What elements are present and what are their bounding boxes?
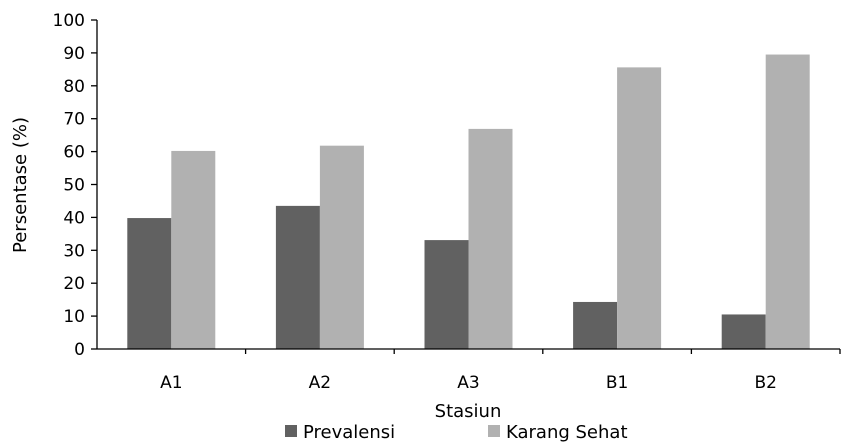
y-tick-label: 20 xyxy=(63,274,85,294)
y-tick-label: 80 xyxy=(63,77,85,97)
bars-layer xyxy=(127,54,810,350)
y-tick-label: 70 xyxy=(63,110,85,130)
x-category-label: B1 xyxy=(606,373,628,393)
legend-swatch-prevalensi xyxy=(285,425,297,437)
bar-karang-sehat-b2 xyxy=(765,54,810,350)
bar-karang-sehat-a3 xyxy=(468,128,513,349)
y-tick-label: 0 xyxy=(74,340,85,360)
legend-swatch-karang-sehat xyxy=(488,425,500,437)
bar-prevalensi-b2 xyxy=(721,314,766,349)
y-tick-label: 60 xyxy=(63,143,85,163)
legend-label-prevalensi: Prevalensi xyxy=(303,422,395,443)
bar-karang-sehat-a2 xyxy=(319,145,364,349)
y-tick-label: 50 xyxy=(63,176,85,196)
legend-label-karang-sehat: Karang Sehat xyxy=(506,422,628,443)
y-tick-label: 90 xyxy=(63,44,85,64)
x-category-label: A1 xyxy=(160,373,182,393)
y-tick-label: 10 xyxy=(63,307,85,327)
bar-karang-sehat-a1 xyxy=(171,150,216,349)
y-axis-title: Persentase (%) xyxy=(10,117,31,253)
x-axis-title: Stasiun xyxy=(435,401,502,422)
bar-prevalensi-a2 xyxy=(275,205,320,349)
bar-prevalensi-b1 xyxy=(573,301,618,349)
x-category-label: B2 xyxy=(754,373,776,393)
bar-prevalensi-a3 xyxy=(424,240,469,349)
legend: Prevalensi Karang Sehat xyxy=(285,422,628,443)
x-category-label: A3 xyxy=(457,373,479,393)
y-tick-label: 30 xyxy=(63,241,85,261)
x-category-labels: A1 A2 A3 B1 B2 xyxy=(160,349,841,393)
x-category-label: A2 xyxy=(309,373,331,393)
y-tick-label: 100 xyxy=(53,11,85,31)
y-ticks: 0 10 20 30 40 50 60 70 80 90 100 xyxy=(53,11,97,360)
bar-prevalensi-a1 xyxy=(127,218,172,349)
y-tick-label: 40 xyxy=(63,208,85,228)
bar-karang-sehat-b1 xyxy=(617,67,662,349)
